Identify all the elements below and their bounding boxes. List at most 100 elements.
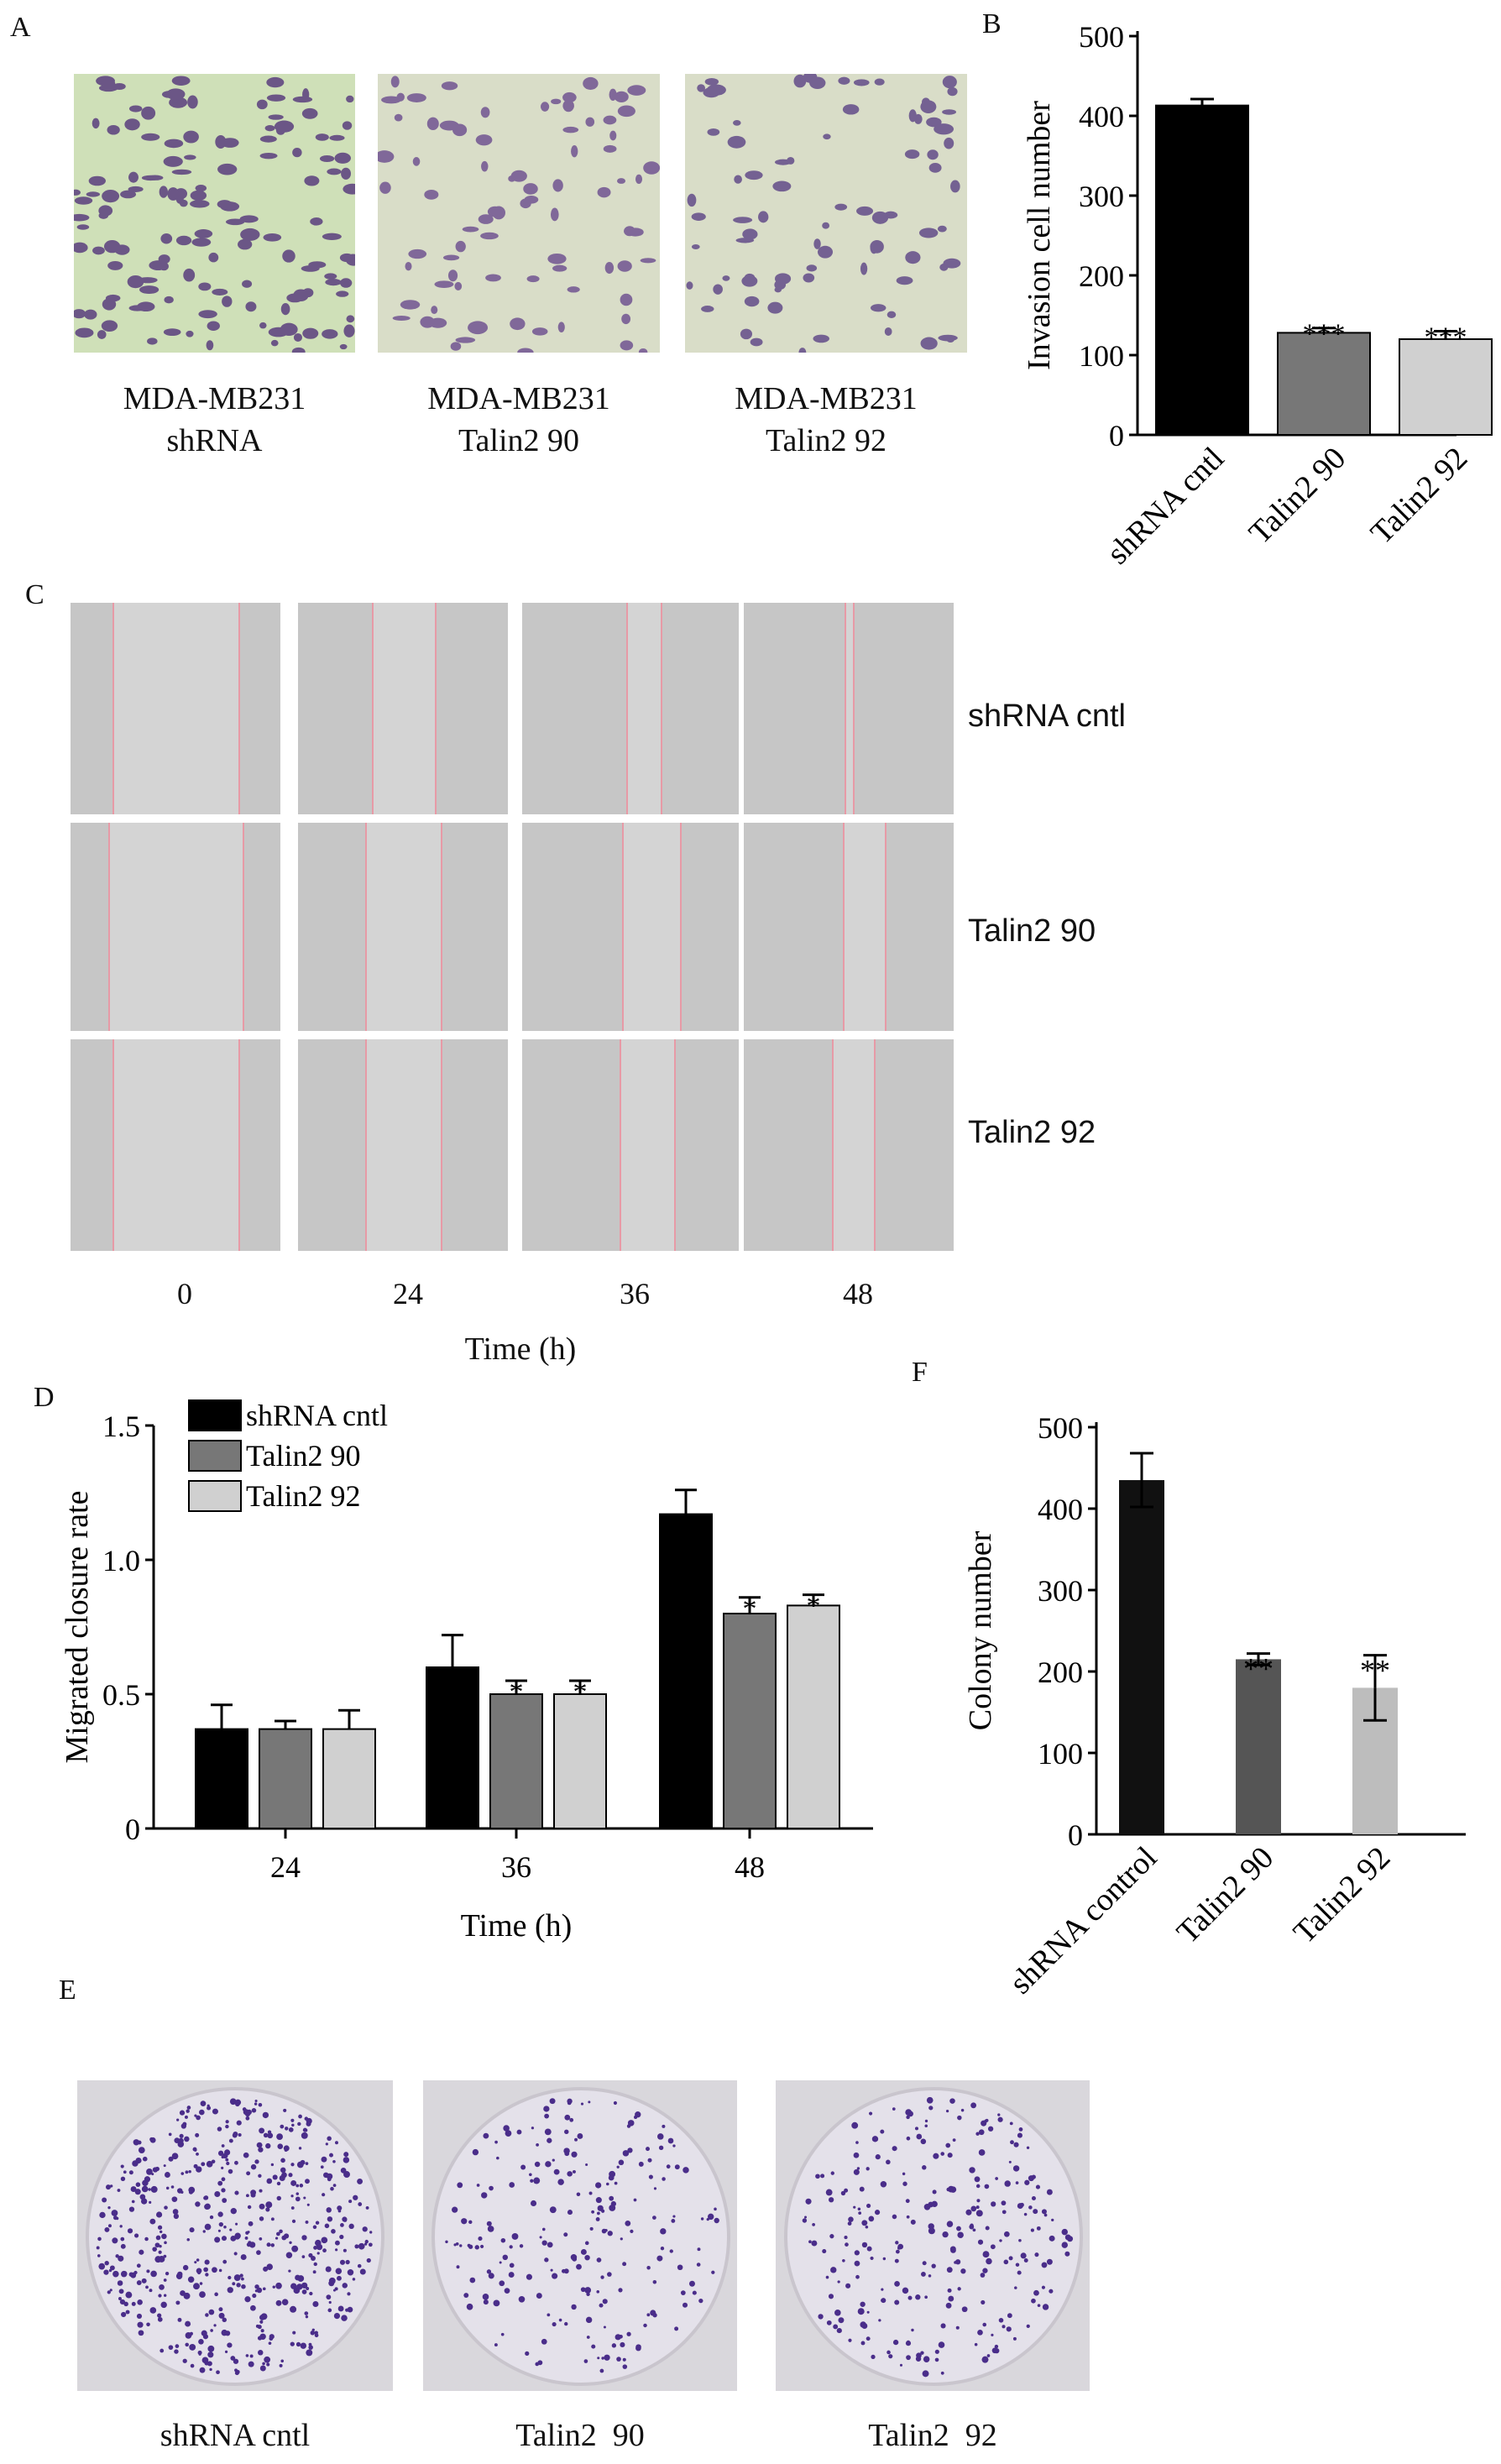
- colony-mark: [934, 2349, 939, 2354]
- cell-mark: [552, 264, 567, 272]
- colony-mark: [825, 2189, 833, 2196]
- caption-line2: shRNA: [166, 423, 263, 458]
- colony-mark: [975, 2205, 980, 2210]
- colony-mark: [672, 2215, 676, 2218]
- colony-mark: [494, 2343, 498, 2347]
- colony-mark: [308, 2345, 313, 2350]
- wound-edge-line: [853, 603, 855, 814]
- colony-mark: [204, 2204, 210, 2210]
- colony-mark: [188, 2169, 191, 2174]
- cell-mark: [190, 190, 207, 201]
- cell-mark: [120, 190, 137, 199]
- colony-mark: [596, 2290, 600, 2294]
- colony-mark: [248, 2221, 254, 2226]
- colony-mark: [209, 2367, 212, 2372]
- colony-mark: [991, 2201, 996, 2207]
- cell-mark: [603, 115, 617, 125]
- cell-mark: [552, 179, 563, 192]
- colony-mark: [206, 2160, 213, 2168]
- colony-mark: [489, 2185, 494, 2191]
- colony-mark: [223, 2225, 227, 2229]
- wound-edge-line: [365, 823, 367, 1031]
- colony-mark: [204, 2259, 210, 2265]
- colony-mark: [987, 2126, 994, 2132]
- bar: [1277, 332, 1371, 436]
- colony-mark: [134, 2189, 141, 2195]
- colony-mark: [213, 2324, 217, 2327]
- cell-mark: [562, 99, 574, 112]
- cell-mark: [86, 191, 101, 197]
- wound-edge-line: [680, 823, 683, 1031]
- colony-mark: [576, 2263, 582, 2270]
- colony-mark: [107, 2205, 111, 2210]
- colony-mark: [952, 2138, 956, 2142]
- colony-mark: [255, 2324, 259, 2328]
- colony-mark: [894, 2281, 900, 2287]
- colony-mark: [330, 2186, 334, 2191]
- cell-mark: [526, 275, 540, 283]
- colony-mark: [854, 2260, 860, 2267]
- colony-mark: [178, 2137, 184, 2144]
- colony-mark: [254, 2159, 259, 2164]
- colony-mark: [474, 2245, 479, 2250]
- colony-mark: [109, 2265, 115, 2271]
- colony-mark: [154, 2166, 160, 2172]
- colony-mark: [168, 2156, 174, 2162]
- cell-mark: [722, 275, 730, 281]
- colony-mark: [363, 2242, 368, 2246]
- colony-mark: [682, 2302, 688, 2308]
- colony-mark: [977, 2329, 983, 2336]
- colony-mark: [591, 2344, 596, 2349]
- colony-mark: [264, 2356, 271, 2363]
- colony-mark: [1023, 2212, 1028, 2216]
- colony-mark: [826, 2320, 832, 2325]
- colony-mark: [194, 2114, 197, 2117]
- cell-mark: [263, 233, 282, 242]
- colony-mark: [121, 2311, 127, 2318]
- colony-mark: [232, 2282, 236, 2286]
- colony-mark: [530, 2200, 537, 2206]
- colony-mark: [870, 2256, 874, 2261]
- colony-mark: [218, 2307, 223, 2312]
- cell-mark: [767, 301, 783, 314]
- colony-mark: [292, 2331, 296, 2335]
- cell-mark: [508, 175, 516, 182]
- colony-mark: [552, 2158, 555, 2162]
- colony-mark: [995, 2177, 999, 2180]
- colony-mark: [125, 2310, 130, 2315]
- colony-mark: [836, 2327, 842, 2334]
- cell-mark: [98, 205, 113, 217]
- colony-mark: [906, 2115, 910, 2120]
- bar: [1236, 1659, 1281, 1834]
- colony-mark: [1046, 2258, 1053, 2265]
- colony-mark: [902, 2287, 909, 2294]
- colony-mark: [646, 2147, 650, 2152]
- wound-edge-line: [243, 823, 244, 1031]
- colony-mark: [960, 2268, 966, 2274]
- colony-mark: [881, 2288, 884, 2291]
- colony-mark: [364, 2239, 369, 2244]
- colony-mark: [301, 2235, 307, 2241]
- colony-mark: [236, 2120, 242, 2126]
- cell-mark: [405, 262, 412, 271]
- cell-layer: [298, 1039, 365, 1251]
- colony-mark: [970, 2205, 977, 2212]
- cell-mark: [704, 78, 719, 86]
- y-tick-label: 0: [1068, 1818, 1083, 1852]
- colony-mark: [239, 2273, 243, 2278]
- colony-mark: [157, 2316, 163, 2322]
- colony-mark: [980, 2273, 986, 2278]
- colony-mark: [275, 2282, 282, 2289]
- colony-mark: [982, 2268, 988, 2273]
- cell-mark: [92, 246, 105, 255]
- colony-mark: [195, 2201, 201, 2207]
- colony-mark: [822, 2249, 827, 2254]
- wound-image: [744, 823, 954, 1031]
- colony-mark: [1049, 2235, 1055, 2242]
- wound-edge-line: [620, 1039, 622, 1251]
- colony-mark: [290, 2163, 295, 2167]
- colony-mark: [866, 2310, 870, 2314]
- colony-mark: [217, 2229, 221, 2232]
- colony-mark: [252, 2294, 257, 2299]
- cell-mark: [146, 175, 164, 180]
